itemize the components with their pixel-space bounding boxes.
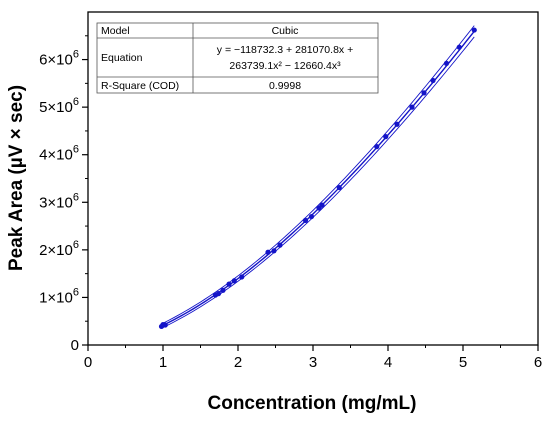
data-point: [302, 217, 309, 223]
y-tick-label: 3×106: [39, 191, 79, 211]
x-tick-label: 3: [309, 354, 317, 371]
data-point: [471, 27, 477, 33]
x-axis-title: Concentration (mg/mL): [208, 393, 417, 414]
data-point: [265, 249, 271, 255]
data-point: [430, 77, 436, 84]
y-axis-title: Peak Area (µV × sec): [6, 85, 27, 271]
confidence-band-lower: [161, 36, 475, 329]
data-point: [215, 291, 222, 297]
data-point: [226, 281, 232, 287]
x-tick-label: 6: [534, 354, 542, 371]
data-point: [239, 274, 245, 280]
data-point: [308, 213, 315, 220]
data-point: [231, 278, 237, 284]
x-tick-label: 4: [384, 354, 392, 371]
table-equation-line-2: 263739.1x² − 12660.4x³: [229, 60, 341, 72]
y-tick-label: 0: [71, 337, 79, 354]
table-equation-line-1: y = −118732.3 + 281070.8x +: [217, 44, 353, 56]
x-tick-label: 0: [84, 354, 92, 371]
data-point: [443, 60, 450, 66]
y-tick-label: 2×106: [39, 239, 79, 259]
data-point: [336, 184, 342, 191]
data-point: [383, 134, 389, 140]
y-tick-label: 6×106: [39, 49, 79, 69]
data-point: [162, 322, 168, 328]
data-point: [220, 287, 226, 293]
table-rsquare-value: 0.9998: [269, 80, 301, 92]
x-tick-label: 2: [234, 354, 242, 371]
data-point: [421, 90, 427, 96]
table-model-label: Model: [101, 25, 130, 37]
data-point: [374, 144, 380, 150]
data-point: [277, 242, 283, 248]
x-tick-label: 1: [159, 354, 167, 371]
table-rsquare-label: R-Square (COD): [101, 80, 179, 92]
data-point: [271, 248, 277, 254]
table-equation-label: Equation: [101, 52, 143, 64]
x-tick-label: 5: [459, 354, 467, 371]
y-tick-label: 4×106: [39, 144, 79, 164]
data-point: [409, 104, 415, 110]
data-point: [394, 121, 400, 127]
data-point: [456, 44, 462, 50]
data-point: [319, 202, 325, 208]
y-tick-label: 5×106: [39, 96, 79, 116]
fit-results-table: Model Cubic Equation y = −118732.3 + 281…: [96, 22, 379, 94]
y-tick-label: 1×106: [39, 286, 79, 306]
table-model-value: Cubic: [272, 25, 299, 37]
